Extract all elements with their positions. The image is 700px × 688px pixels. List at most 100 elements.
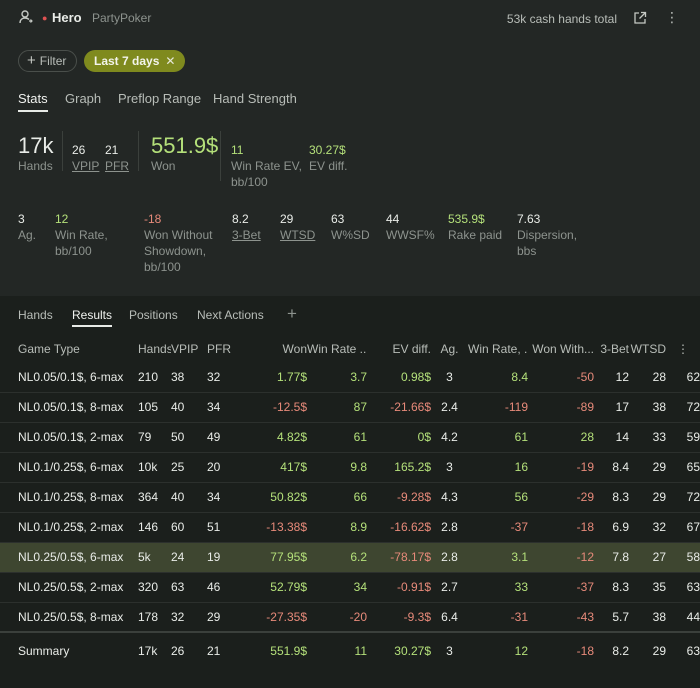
table-cell: -12 [528,542,594,573]
table-cell: 3 [431,631,468,668]
table-cell: 2.7 [431,572,468,603]
table-row[interactable]: NL0.25/0.5$, 2-max 320 63 46 52.79$ 34 -0.91$ 2… [0,572,700,603]
table-cell: 2.8 [431,512,468,543]
table-cell: -43 [528,602,594,633]
more-icon[interactable]: ⋮ [665,9,679,25]
table-cell: Summary [0,631,138,668]
table-cell: 6.9 [594,512,629,543]
stat-3bet[interactable]: 8.2 3-Bet [232,212,261,242]
stat-won: 551.9$ Won [151,133,219,174]
col-ag[interactable]: Ag. [440,342,459,356]
table-cell: -31 [468,602,528,633]
table-cell: 29 [629,482,666,513]
table-row[interactable]: NL0.05/0.1$, 6-max 210 38 32 1.77$ 3.7 0.98$ 3 8… [0,362,700,393]
col-won[interactable]: Won [282,342,307,356]
summary-row[interactable]: Summary 17k 26 21 551.9$ 11 30.27$ 3 12 -18 8.2 29 6… [0,631,700,668]
table-cell: 6.2 [307,542,367,573]
table-cell: 20 [207,452,243,483]
table-row[interactable]: NL0.1/0.25$, 6-max 10k 25 20 417$ 9.8 165.2$ 3 1… [0,452,700,483]
table-cell: 52.79$ [243,572,307,603]
stat-wsd: 63 W%SD [331,212,370,242]
table-row[interactable]: NL0.25/0.5$, 8-max 178 32 29 -27.35$ -20 -9.3$… [0,602,700,633]
table-row[interactable]: NL0.1/0.25$, 2-max 146 60 51 -13.38$ 8.9 -16.6… [0,512,700,543]
stat-wtsd[interactable]: 29 WTSD [280,212,316,242]
table-cell: 32 [629,512,666,543]
table-row[interactable]: NL0.1/0.25$, 8-max 364 40 34 50.82$ 66 -9.28$ 4… [0,482,700,513]
stat-ag: 3 Ag. [18,212,37,242]
table-cell: 63 [171,572,207,603]
table-cell: 4.82$ [243,422,307,453]
table-cell: 5k [138,542,171,573]
table-cell: 49 [207,422,243,453]
tab-positions[interactable]: Positions [129,308,178,322]
col-ev-diff[interactable]: EV diff. [392,342,431,356]
col-hands[interactable]: Hands [138,342,171,356]
stat-rake: 535.9$ Rake paid [448,212,503,242]
tab-preflop-range[interactable]: Preflop Range [118,91,202,106]
col-winrate[interactable]: Win Rate ... [307,342,367,356]
table-header: Game Type Hands VPIP PFR Won Win Rate ..… [0,336,700,362]
date-filter-chip[interactable]: Last 7 days ✕ [84,50,186,72]
table-cell: NL0.05/0.1$, 8-max [0,392,138,423]
tab-stats[interactable]: Stats [18,91,48,112]
table-cell: 4.3 [431,482,468,513]
table-cell: 5.7 [594,602,629,633]
stat-winrate: 12 Win Rate, bb/100 [55,212,108,258]
add-tab-button[interactable]: + [287,304,297,323]
table-cell: 32 [171,602,207,633]
col-pfr[interactable]: PFR [207,342,231,356]
total-hands: 53k cash hands total [506,12,617,26]
table-cell: 63 [666,572,700,603]
table-cell: 178 [138,602,171,633]
stat-pfr[interactable]: 21 PFR [105,143,129,173]
table-cell: -18 [528,631,594,668]
table-cell: 32 [207,362,243,393]
col-vpip[interactable]: VPIP [171,342,199,356]
table-cell: 417$ [243,452,307,483]
table-cell: 4.2 [431,422,468,453]
table-cell: 61 [468,422,528,453]
table-cell: -13.38$ [243,512,307,543]
table-row[interactable]: NL0.05/0.1$, 2-max 79 50 49 4.82$ 61 0$ 4.2 61 28… [0,422,700,453]
table-cell: 8.3 [594,572,629,603]
table-cell: 3.1 [468,542,528,573]
tab-next-actions[interactable]: Next Actions [197,308,264,322]
table-cell: 38 [629,392,666,423]
tab-graph[interactable]: Graph [65,91,102,106]
table-cell: -37 [528,572,594,603]
table-cell: 146 [138,512,171,543]
table-cell: 38 [171,362,207,393]
table-cell: 0$ [367,422,431,453]
table-cell: -9.3$ [367,602,431,633]
table-cell: 7.8 [594,542,629,573]
more-icon[interactable]: ⋮ [677,342,689,356]
plus-icon: + [27,52,36,69]
table-cell: NL0.25/0.5$, 6-max [0,542,138,573]
table-row[interactable]: NL0.25/0.5$, 6-max 5k 24 19 77.95$ 6.2 -78.17$… [0,542,700,573]
tab-hands[interactable]: Hands [18,308,53,322]
col-game-type[interactable]: Game Type [18,342,80,356]
col-won-without[interactable]: Won With... [532,342,594,356]
table-cell: 40 [171,392,207,423]
table-cell: 50.82$ [243,482,307,513]
table-row[interactable]: NL0.05/0.1$, 8-max 105 40 34 -12.5$ 87 -21.66$… [0,392,700,423]
table-cell: 165.2$ [367,452,431,483]
external-link-icon[interactable] [633,11,647,25]
table-cell: 62 [666,362,700,393]
stat-vpip[interactable]: 26 VPIP [72,143,100,173]
player-name[interactable]: Hero [52,10,82,25]
table-cell: 38 [629,602,666,633]
table-cell: 79 [138,422,171,453]
close-icon[interactable]: ✕ [165,54,176,68]
col-3bet[interactable]: 3-Bet [600,342,629,356]
table-cell: 44 [666,602,700,633]
tab-results[interactable]: Results [72,308,113,327]
user-icon[interactable] [19,10,33,24]
add-filter-button[interactable]: + Filter [18,50,78,72]
tab-hand-strength[interactable]: Hand Strength [213,91,297,106]
table-cell: 59 [666,422,700,453]
table-cell: 40 [171,482,207,513]
stats-panel [0,0,700,296]
col-wtsd[interactable]: WTSD [630,342,666,356]
col-winrate-2[interactable]: Win Rate, ... [468,342,528,356]
